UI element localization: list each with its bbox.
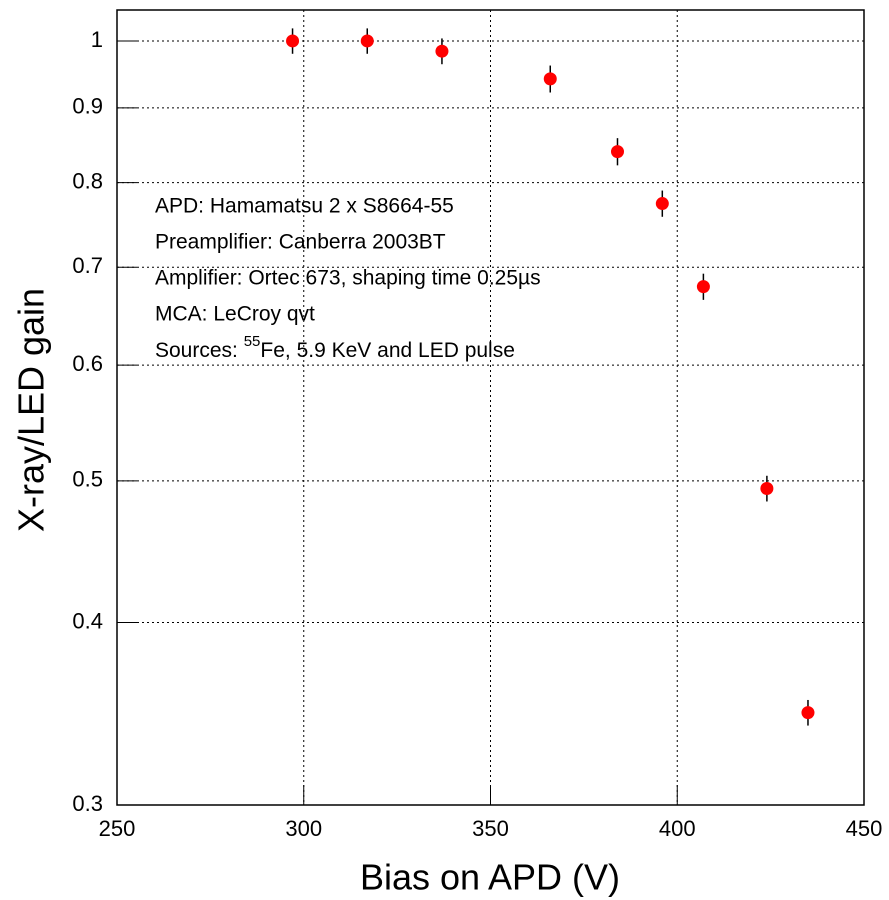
point bbox=[801, 706, 815, 720]
annotation: APD: Hamamatsu 2 x S8664-55 bbox=[155, 195, 454, 218]
plot-frame bbox=[116, 9, 865, 806]
point bbox=[655, 197, 669, 211]
x-tick-label: 300 bbox=[285, 816, 322, 841]
y-tick-label: 0.8 bbox=[72, 168, 103, 193]
annotation-part: Fe, 5.9 KeV and LED pulse bbox=[260, 339, 515, 362]
y-tick-label: 0.6 bbox=[72, 351, 103, 376]
point bbox=[286, 34, 300, 48]
annotation: MCA: LeCroy qvt bbox=[155, 303, 315, 326]
y-tick-label: 0.9 bbox=[72, 94, 103, 119]
x-axis-title: Bias on APD (V) bbox=[360, 857, 620, 898]
annotation-part: Sources: bbox=[155, 339, 244, 362]
point bbox=[360, 34, 374, 48]
annotation: Sources: 55Fe, 5.9 KeV and LED pulse bbox=[155, 333, 515, 362]
y-tick-label: 0.4 bbox=[72, 608, 103, 633]
annotation-superscript: 55 bbox=[244, 333, 261, 350]
y-tick-label: 0.3 bbox=[72, 791, 103, 816]
y-axis-title: X-ray/LED gain bbox=[11, 288, 52, 532]
point bbox=[435, 44, 449, 58]
point bbox=[760, 481, 774, 495]
point bbox=[543, 72, 557, 86]
x-tick-label: 250 bbox=[99, 816, 136, 841]
x-tick-label: 350 bbox=[472, 816, 509, 841]
y-tick-label: 0.7 bbox=[72, 253, 103, 278]
x-tick-label: 450 bbox=[846, 816, 883, 841]
annotation: Preamplifier: Canberra 2003BT bbox=[155, 231, 446, 254]
annotation: Amplifier: Ortec 673, shaping time 0.25µ… bbox=[155, 267, 541, 290]
point bbox=[610, 145, 624, 159]
point bbox=[696, 280, 710, 294]
y-tick-label: 1 bbox=[91, 27, 103, 52]
y-tick-label: 0.5 bbox=[72, 467, 103, 492]
x-tick-label: 400 bbox=[659, 816, 696, 841]
